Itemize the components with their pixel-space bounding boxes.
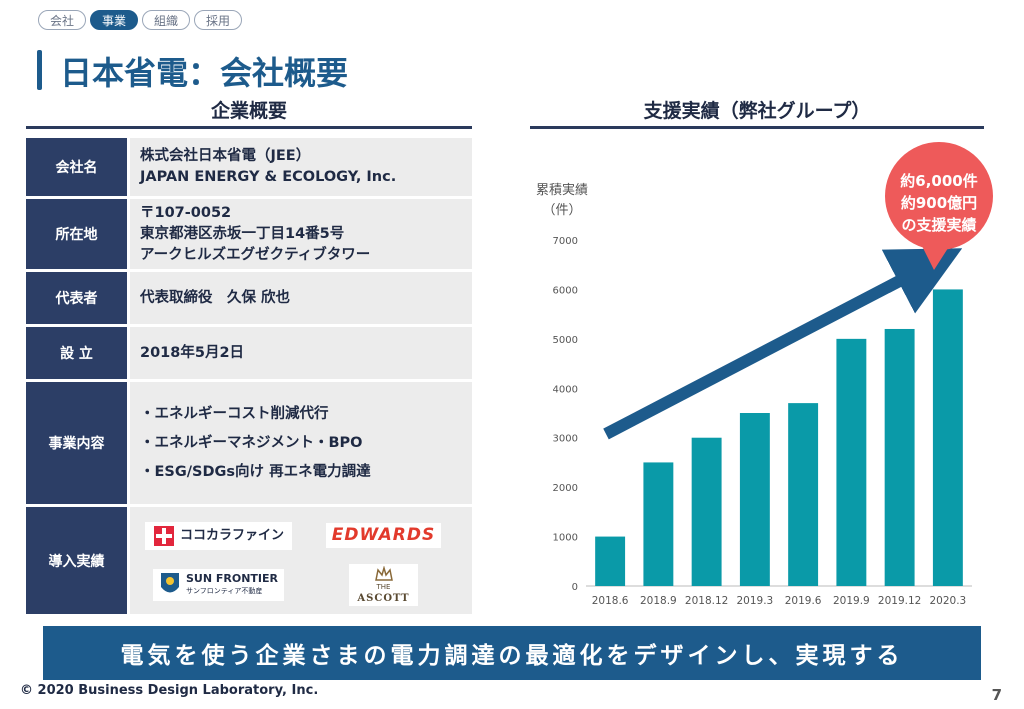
y-tick-label: 3000 — [553, 434, 578, 445]
row-value: 株式会社日本省電（JEE） JAPAN ENERGY & ECOLOGY, In… — [130, 138, 472, 196]
value-line: 東京都港区赤坂一丁目14番5号 — [140, 225, 345, 242]
x-tick-label: 2020.3 — [930, 595, 967, 607]
cocokara-mark-icon — [153, 525, 174, 546]
value-line: 〒107-0052 — [140, 204, 232, 221]
table-row: 代表者 代表取締役 久保 欣也 — [26, 272, 472, 327]
overview-divider — [26, 126, 472, 129]
bar-2019.12 — [884, 328, 915, 586]
bar-2019.9 — [836, 338, 867, 586]
page-number: 7 — [991, 686, 1002, 704]
row-label: 代表者 — [26, 272, 127, 324]
y-tick-label: 6000 — [553, 285, 578, 296]
client-logos: ココカラファイン EDWARDS SUN FRONTIER サンフロンティア不動… — [130, 507, 472, 614]
row-value: ・エネルギーコスト削減代行 ・エネルギーマネジメント・BPO ・ESG/SDGs… — [130, 382, 472, 504]
edwards-logo: EDWARDS — [325, 523, 442, 549]
table-row: 導入実績 ココカラファイン EDWARDS — [26, 507, 472, 614]
x-tick-label: 2019.6 — [785, 595, 822, 607]
y-tick-label: 2000 — [553, 483, 578, 494]
bar-2018.12 — [691, 437, 722, 586]
value-line: 株式会社日本省電（JEE） — [140, 148, 311, 164]
sun-frontier-logo: SUN FRONTIER サンフロンティア不動産 — [152, 569, 284, 602]
overview-title: 企業概要 — [210, 100, 287, 122]
company-overview-table: 会社名 株式会社日本省電（JEE） JAPAN ENERGY & ECOLOGY… — [26, 138, 472, 614]
top-nav: 会社 事業 組織 採用 — [38, 10, 243, 30]
bar-2019.3 — [739, 413, 770, 586]
ascott-logo-text: ASCOTT — [357, 593, 410, 605]
callout-line3: の支援実績 — [901, 216, 976, 234]
y-axis-label-line2: （件） — [542, 203, 581, 218]
x-tick-label: 2018.9 — [640, 595, 677, 607]
cocokara-fine-logo: ココカラファイン — [144, 521, 292, 550]
table-row: 設 立 2018年5月2日 — [26, 327, 472, 382]
value-line: ・エネルギーコスト削減代行 — [140, 405, 329, 422]
row-label: 会社名 — [26, 138, 127, 196]
y-tick-label: 5000 — [553, 335, 578, 346]
logo-grid: ココカラファイン EDWARDS SUN FRONTIER サンフロンティア不動… — [136, 511, 466, 610]
x-axis-ticks: 2018.6 2018.9 2018.12 2019.3 2019.6 2019.9 201… — [592, 595, 967, 607]
nav-tab-business[interactable]: 事業 — [90, 10, 139, 30]
support-results-bar-chart: 累積実績 （件） 0 1000 2000 3000 4000 5000 6000 7000 2… — [536, 142, 993, 607]
chart-section-title: 支援実績（弊社グループ） — [643, 100, 871, 122]
sun-frontier-logo-text: SUN FRONTIER — [185, 572, 278, 586]
y-tick-label: 7000 — [553, 236, 578, 247]
table-row: 会社名 株式会社日本省電（JEE） JAPAN ENERGY & ECOLOGY… — [26, 138, 472, 199]
chart-divider — [530, 126, 984, 129]
title-accent-bar — [37, 50, 42, 90]
callout-pointer — [922, 245, 950, 270]
x-tick-label: 2018.12 — [685, 595, 728, 607]
value-line: アークヒルズエグゼクティブタワー — [140, 246, 371, 263]
value-line: JAPAN ENERGY & ECOLOGY, Inc. — [140, 169, 397, 185]
edwards-logo-text: EDWARDS — [331, 525, 436, 546]
value-line: ・ESG/SDGs向け 再エネ電力調達 — [140, 463, 371, 480]
tagline-banner: 電気を使う企業さまの電力調達の最適化をデザインし、実現する — [43, 626, 981, 680]
nav-tab-company[interactable]: 会社 — [38, 10, 87, 30]
row-label: 導入実績 — [26, 507, 127, 614]
cocokara-logo-text: ココカラファイン — [179, 528, 284, 544]
table-row: 所在地 〒107-0052 東京都港区赤坂一丁目14番5号 アークヒルズエグゼク… — [26, 199, 472, 272]
ascott-logo: THE ASCOTT — [349, 564, 418, 607]
nav-tab-recruit[interactable]: 採用 — [194, 10, 243, 30]
bar-2018.6 — [595, 536, 626, 586]
y-tick-label: 0 — [572, 582, 578, 593]
value-line: 代表取締役 久保 欣也 — [140, 289, 291, 306]
y-axis-ticks: 0 1000 2000 3000 4000 5000 6000 7000 — [553, 236, 578, 593]
ascott-crest-icon — [374, 566, 393, 581]
x-tick-label: 2019.3 — [737, 595, 774, 607]
sun-frontier-sub-text: サンフロンティア不動産 — [185, 587, 263, 596]
row-label: 所在地 — [26, 199, 127, 269]
callout-line2: 約900億円 — [901, 194, 977, 212]
y-tick-label: 1000 — [553, 533, 578, 544]
row-label: 設 立 — [26, 327, 127, 379]
bars — [595, 289, 963, 586]
growth-arrow — [603, 248, 963, 440]
y-tick-label: 4000 — [553, 384, 578, 395]
callout-bubble: 約6,000件 約900億円 の支援実績 — [885, 142, 993, 270]
row-value: 代表取締役 久保 欣也 — [130, 272, 472, 324]
row-value: 2018年5月2日 — [130, 327, 472, 379]
x-tick-label: 2019.9 — [833, 595, 870, 607]
x-tick-label: 2018.6 — [592, 595, 629, 607]
table-row: 事業内容 ・エネルギーコスト削減代行 ・エネルギーマネジメント・BPO ・ESG… — [26, 382, 472, 507]
callout-circle — [885, 142, 993, 250]
sun-frontier-crest-icon — [160, 573, 179, 593]
row-value: 〒107-0052 東京都港区赤坂一丁目14番5号 アークヒルズエグゼクティブタ… — [130, 199, 472, 269]
x-tick-label: 2019.12 — [878, 595, 921, 607]
value-line: ・エネルギーマネジメント・BPO — [140, 434, 363, 451]
nav-tab-organization[interactable]: 組織 — [142, 10, 191, 30]
page-title: 日本省電：会社概要 — [60, 54, 349, 92]
row-label: 事業内容 — [26, 382, 127, 504]
bar-2020.3 — [932, 289, 963, 586]
callout-line1: 約6,000件 — [900, 172, 977, 190]
bar-2019.6 — [788, 403, 819, 586]
copyright-footer: © 2020 Business Design Laboratory, Inc. — [20, 683, 319, 698]
y-axis-label-line1: 累積実績 — [536, 182, 588, 198]
bar-2018.9 — [643, 462, 674, 586]
value-line: 2018年5月2日 — [140, 344, 245, 361]
ascott-the-text: THE — [376, 583, 391, 592]
